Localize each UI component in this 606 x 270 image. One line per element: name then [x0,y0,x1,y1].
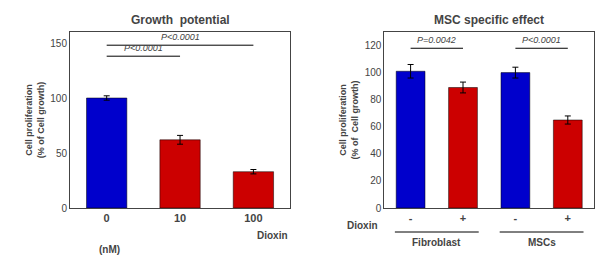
svg-text:50: 50 [56,148,68,159]
svg-text:Cell proliferation(% of Cell g: Cell proliferation(% of Cell growth) [24,82,46,159]
svg-text:P<0.0001: P<0.0001 [161,32,200,42]
svg-text:+: + [565,212,571,224]
svg-text:+: + [460,212,466,224]
svg-text:Fibroblast: Fibroblast [412,237,461,248]
svg-text:100: 100 [365,67,382,78]
svg-text:P<0.0001: P<0.0001 [124,43,163,53]
svg-text:(nM): (nM) [99,244,120,255]
svg-text:MSCs: MSCs [528,237,556,248]
svg-text:MSC specific effect: MSC specific effect [434,13,544,27]
svg-text:P=0.0042: P=0.0042 [417,35,456,45]
svg-text:80: 80 [370,94,382,105]
svg-text:120: 120 [365,40,382,51]
svg-text:150: 150 [50,38,67,49]
svg-text:Dioxin: Dioxin [257,230,288,241]
svg-text:40: 40 [370,148,382,159]
svg-text:10: 10 [174,212,186,224]
svg-text:20: 20 [370,175,382,186]
svg-text:0: 0 [61,203,67,214]
svg-text:-: - [514,212,518,224]
svg-text:Cell proliferation(% of Cell: Cell proliferation(% of Cell growth) [338,81,360,160]
svg-text:60: 60 [370,121,382,132]
svg-text:100: 100 [50,93,67,104]
svg-text:P<0.0001: P<0.0001 [522,35,561,45]
svg-text:Growth potential: Growth potential [131,13,230,27]
svg-text:0: 0 [376,203,382,214]
svg-text:-: - [409,212,413,224]
svg-text:100: 100 [244,212,262,224]
svg-text:0: 0 [104,212,110,224]
svg-text:Dioxin: Dioxin [347,220,378,231]
